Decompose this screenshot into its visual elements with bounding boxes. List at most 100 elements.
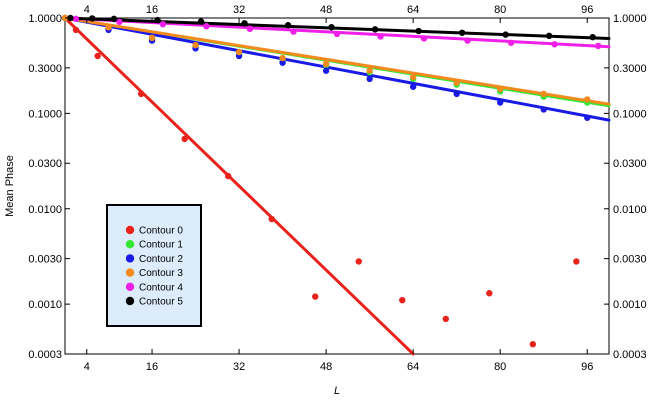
y-tick-label-left: 0.0003 xyxy=(28,349,62,361)
point-contour-3 xyxy=(148,34,156,42)
fit-line-contour-3 xyxy=(63,16,611,106)
point-contour-4 xyxy=(594,42,602,50)
y-tick-label-right: 0.0003 xyxy=(613,349,647,361)
point-contour-4 xyxy=(420,35,428,42)
point-contour-5 xyxy=(197,18,205,25)
point-contour-0 xyxy=(268,215,275,223)
point-contour-3 xyxy=(540,90,547,98)
point-contour-5 xyxy=(458,29,466,36)
y-axis-label: Mean Phase xyxy=(4,155,16,217)
x-tick-label-top: 16 xyxy=(146,4,158,16)
point-contour-2 xyxy=(497,99,504,106)
y-tick-label-right: 0.0300 xyxy=(613,158,647,170)
y-tick-label-left: 0.0010 xyxy=(28,299,62,311)
data-points xyxy=(61,14,602,348)
point-contour-0 xyxy=(72,26,80,34)
fit-line-contour-0 xyxy=(63,16,415,356)
y-tick-label-right: 0.1000 xyxy=(613,108,647,120)
point-contour-0 xyxy=(137,90,145,98)
point-contour-5 xyxy=(371,26,379,33)
legend-label: Contour 2 xyxy=(139,254,183,265)
point-contour-2 xyxy=(409,83,417,90)
x-tick-label-top: 80 xyxy=(494,4,506,16)
x-tick-label-top: 48 xyxy=(320,4,332,16)
point-contour-4 xyxy=(116,18,123,26)
y-tick-label-left: 0.0100 xyxy=(28,204,62,216)
y-tick-label-left: 0.0300 xyxy=(28,158,62,170)
point-contour-3 xyxy=(279,54,286,62)
point-contour-0 xyxy=(355,258,362,265)
point-contour-5 xyxy=(284,22,292,29)
legend: Contour 0 Contour 1 Contour 2 Contour 3 Cont… xyxy=(106,204,202,327)
y-tick-label-right: 0.3000 xyxy=(613,63,647,75)
y-tick-label-right: 0.0010 xyxy=(613,299,647,311)
legend-marker xyxy=(125,268,135,277)
x-tick-label-bottom: 80 xyxy=(494,361,506,373)
point-contour-3 xyxy=(366,67,373,74)
point-contour-5 xyxy=(545,32,553,40)
legend-marker xyxy=(125,282,135,291)
point-contour-4 xyxy=(159,21,167,28)
x-tick-label-top: 32 xyxy=(233,4,245,16)
y-tick-label-left: 1.0000 xyxy=(28,13,62,25)
point-contour-4 xyxy=(551,41,558,48)
x-axis-label: L xyxy=(334,385,340,397)
axis-ticks: 4 4 16 16 32 32 48 48 64 64 80 80 96 96 1.0000 1.0000 0.… xyxy=(28,4,646,373)
y-tick-label-left: 0.3000 xyxy=(28,63,62,75)
point-contour-5 xyxy=(589,33,596,41)
point-contour-2 xyxy=(453,90,460,98)
point-contour-3 xyxy=(409,73,417,81)
point-contour-3 xyxy=(235,48,243,56)
legend-marker xyxy=(125,240,135,249)
point-contour-5 xyxy=(154,16,161,24)
point-contour-0 xyxy=(573,258,580,265)
x-tick-label-bottom: 4 xyxy=(84,361,90,373)
x-tick-label-top: 64 xyxy=(407,4,419,16)
y-tick-label-left: 0.1000 xyxy=(28,108,62,120)
y-tick-label-left: 0.0030 xyxy=(28,254,62,266)
point-contour-0 xyxy=(312,293,319,300)
x-tick-label-top: 4 xyxy=(84,4,90,16)
point-contour-5 xyxy=(415,27,422,35)
point-contour-0 xyxy=(399,296,406,304)
legend-label: Contour 5 xyxy=(139,297,183,308)
legend-label: Contour 4 xyxy=(139,282,183,293)
point-contour-0 xyxy=(486,290,493,297)
point-contour-4 xyxy=(246,25,254,33)
legend-marker xyxy=(125,225,135,235)
point-contour-3 xyxy=(453,79,460,86)
legend-label: Contour 0 xyxy=(139,226,183,237)
point-contour-2 xyxy=(366,75,373,83)
point-contour-4 xyxy=(203,23,210,30)
point-contour-3 xyxy=(192,41,199,49)
point-contour-5 xyxy=(502,31,509,38)
point-contour-5 xyxy=(328,24,335,31)
point-contour-2 xyxy=(279,59,286,66)
point-contour-4 xyxy=(333,30,341,38)
point-contour-4 xyxy=(290,28,297,35)
y-tick-label-right: 1.0000 xyxy=(613,13,647,25)
x-tick-label-top: 96 xyxy=(581,4,593,16)
legend-label: Contour 3 xyxy=(139,268,183,279)
legend-box xyxy=(106,204,202,327)
point-contour-0 xyxy=(94,52,101,60)
point-contour-4 xyxy=(507,39,515,46)
x-tick-label-bottom: 64 xyxy=(407,361,419,373)
point-contour-3 xyxy=(497,85,504,93)
point-contour-4 xyxy=(377,33,384,40)
point-contour-0 xyxy=(529,341,537,348)
point-contour-3 xyxy=(322,60,330,68)
y-tick-label-right: 0.0100 xyxy=(613,204,647,216)
plot-frame xyxy=(64,17,610,355)
x-tick-label-bottom: 16 xyxy=(146,361,158,373)
point-contour-4 xyxy=(72,15,80,23)
point-contour-5 xyxy=(67,14,74,22)
fit-line-contour-2 xyxy=(63,16,611,122)
point-contour-5 xyxy=(241,20,248,27)
legend-label: Contour 1 xyxy=(139,240,183,251)
point-contour-4 xyxy=(464,37,471,44)
point-contour-0 xyxy=(442,315,449,323)
y-tick-label-right: 0.0030 xyxy=(613,254,647,266)
point-contour-3 xyxy=(105,24,112,31)
point-contour-2 xyxy=(540,106,547,113)
